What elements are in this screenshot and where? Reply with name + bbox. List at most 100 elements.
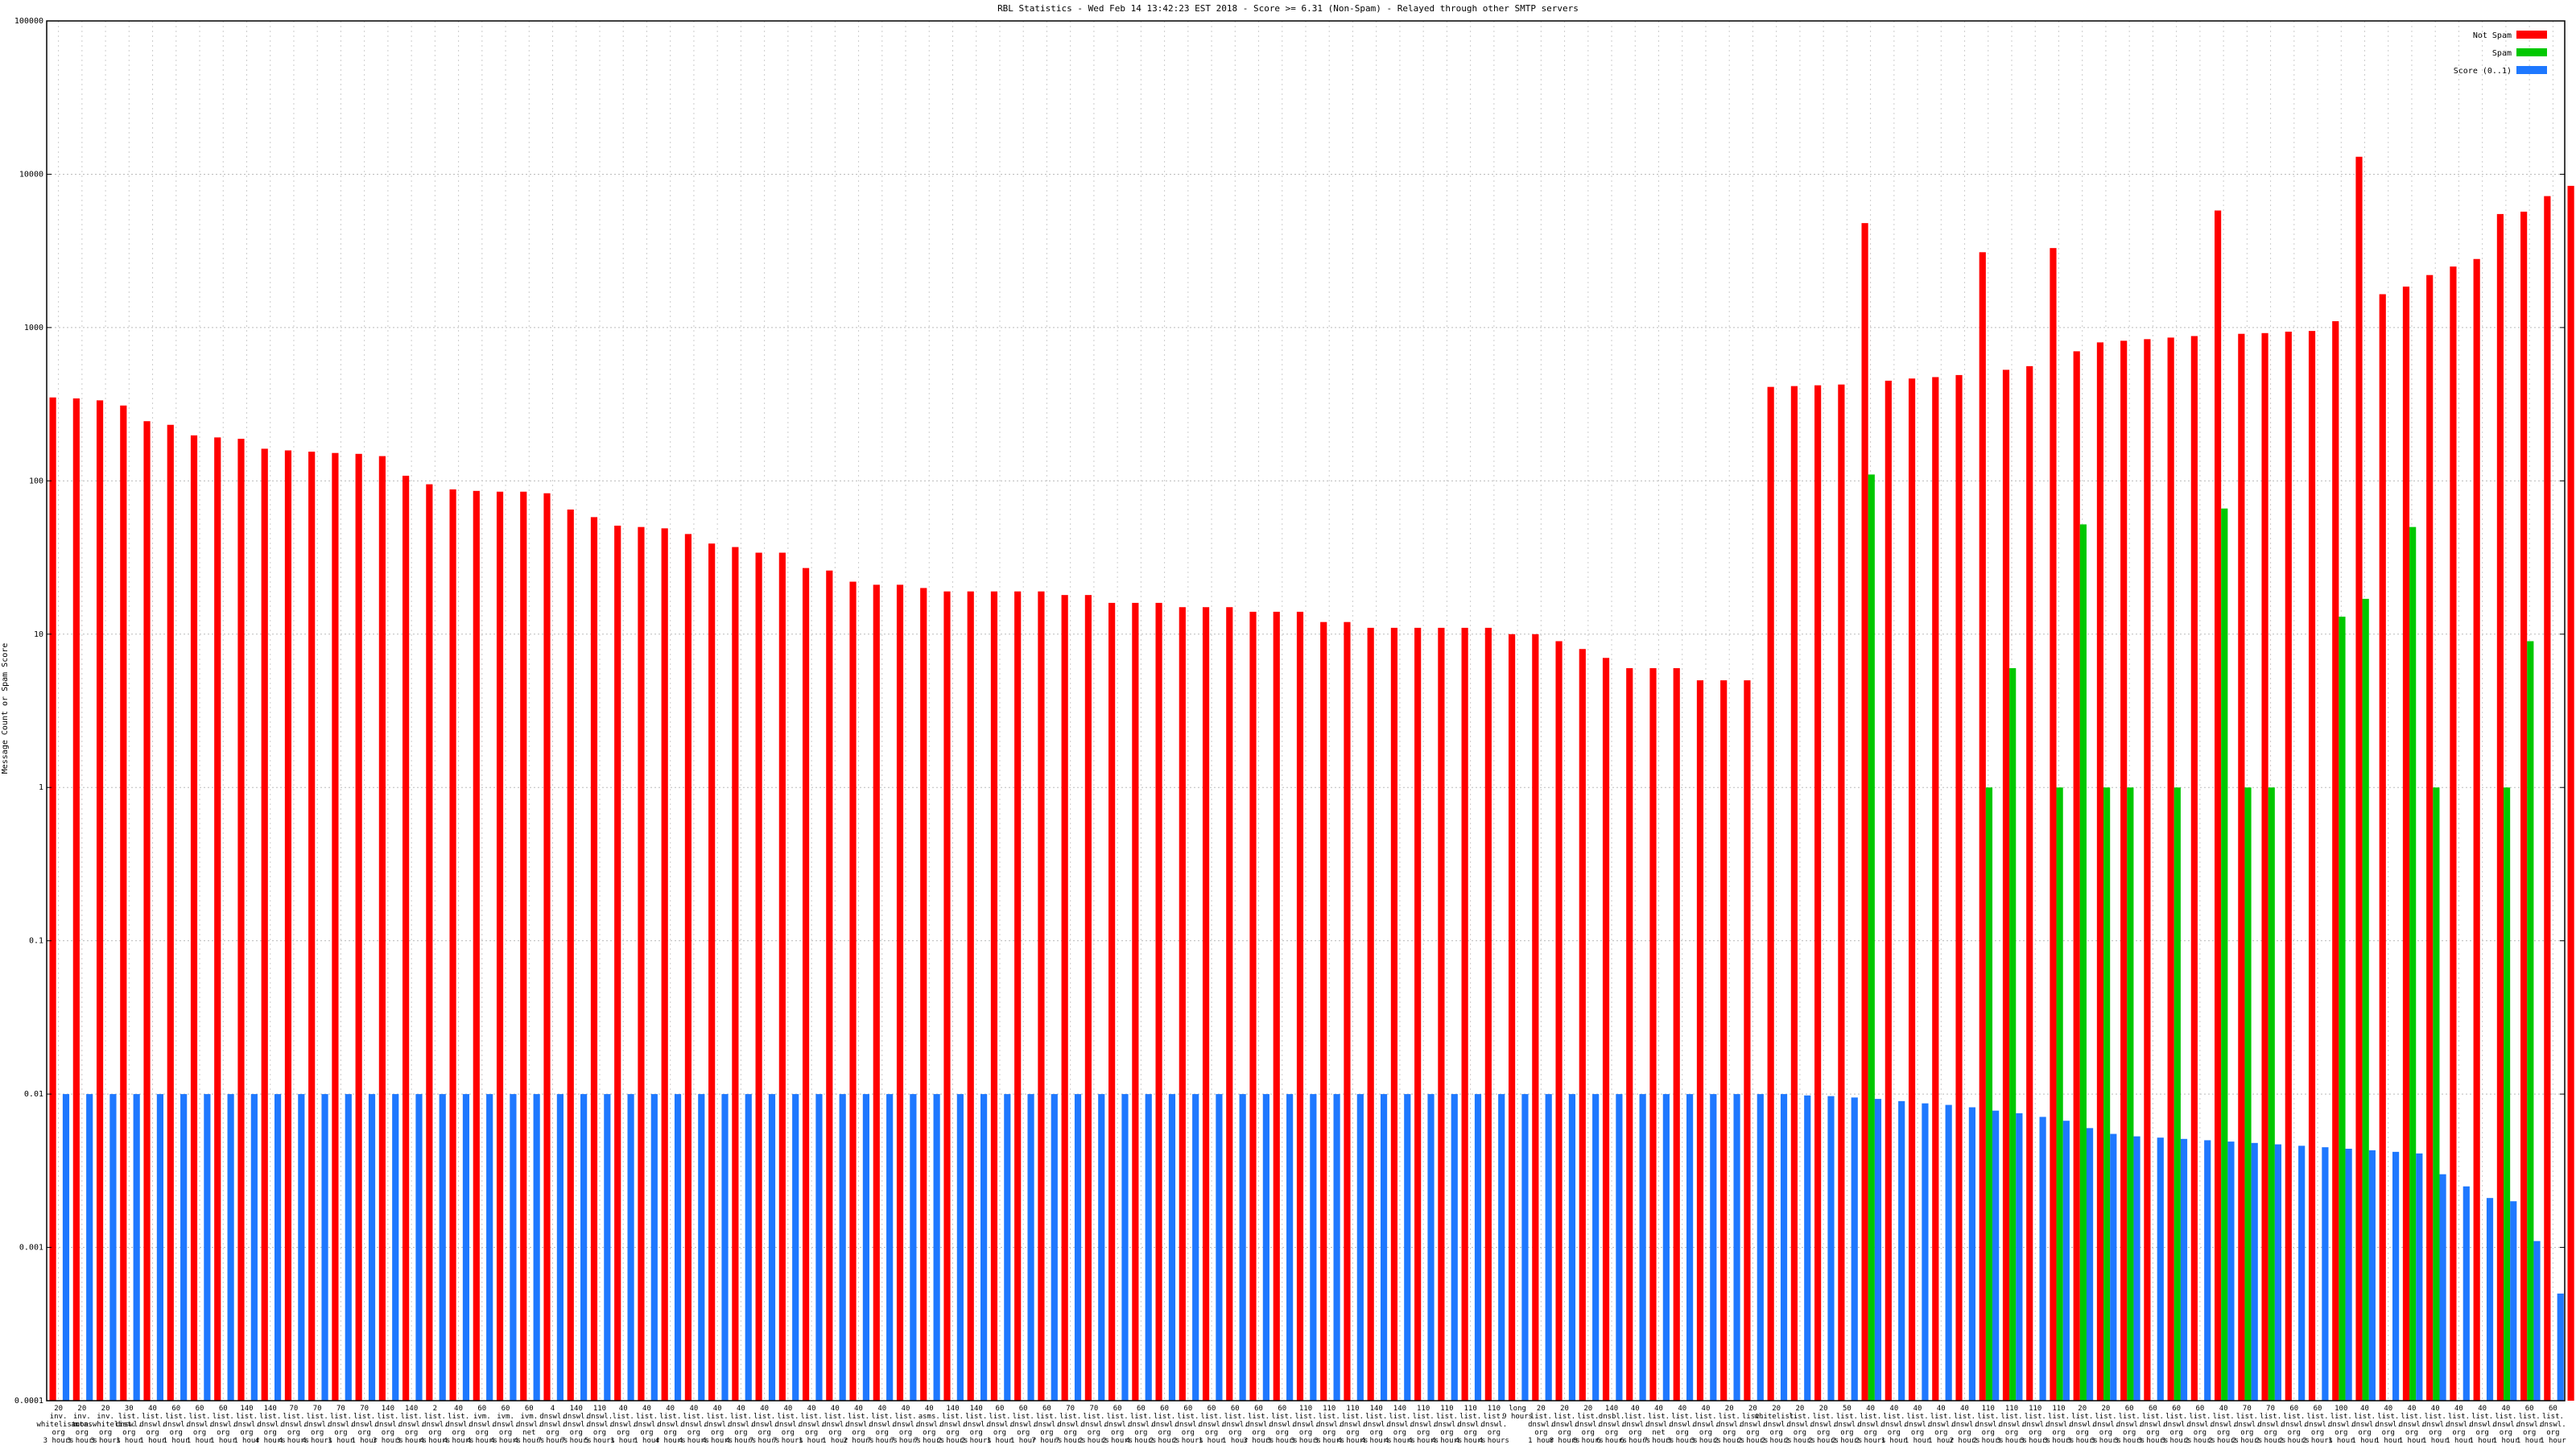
x-category-label-line: list.: [1742, 1413, 1764, 1421]
not-spam-bar: [826, 570, 833, 1401]
x-category-label-line: dnswl.: [1434, 1421, 1460, 1429]
x-category-label-line: org: [2099, 1429, 2112, 1437]
x-category-label-line: 60: [996, 1405, 1005, 1413]
x-category-label: 60 list. dnswl. org 2 hours: [2302, 1405, 2333, 1445]
score-bar: [533, 1094, 540, 1401]
x-category-label-line: dnswl.: [704, 1421, 731, 1429]
x-category-label-line: 60: [1113, 1405, 1122, 1413]
x-category-label-line: org: [1934, 1429, 1947, 1437]
x-category-label-line: 1 hour: [351, 1437, 378, 1445]
x-category-label-line: 4: [551, 1405, 555, 1413]
x-category-label-line: ivm.: [497, 1413, 514, 1421]
x-category-label-line: dnswl.: [1528, 1421, 1554, 1429]
x-category-label-line: 2 hours: [1173, 1437, 1203, 1445]
not-spam-bar: [449, 489, 456, 1402]
not-spam-bar: [2332, 321, 2339, 1401]
score-bar: [1568, 1094, 1576, 1401]
x-category-label: 40 list. dnswl. org 1 hour: [1928, 1405, 1955, 1445]
x-category-label-line: 3 hours: [373, 1437, 403, 1445]
x-category-label-line: org: [899, 1429, 912, 1437]
not-spam-bar: [1038, 591, 1045, 1401]
x-category-label-line: 40: [619, 1405, 628, 1413]
x-category-label-line: list.: [2377, 1413, 2399, 1421]
score-bar: [1380, 1094, 1388, 1401]
x-category-label-line: list.: [1554, 1413, 1575, 1421]
x-category-label-line: 110: [1417, 1405, 1430, 1413]
not-spam-bar: [402, 475, 410, 1401]
x-category-label-line: 4 hours: [1361, 1437, 1392, 1445]
x-category-label-line: 2 hours: [2302, 1437, 2333, 1445]
x-category-label-line: org: [1040, 1429, 1053, 1437]
score-bar: [1851, 1097, 1858, 1401]
score-bar: [1757, 1094, 1764, 1401]
spam-bar: [1868, 474, 1875, 1402]
x-category-label-line: 40: [1960, 1405, 1969, 1413]
not-spam-bar: [520, 491, 527, 1401]
x-category-label-line: org: [1723, 1429, 1736, 1437]
x-category-label-line: list.: [1013, 1413, 1034, 1421]
score-bar: [250, 1094, 258, 1401]
y-tick-label: 100: [29, 477, 43, 485]
x-category-label-line: list.: [2142, 1413, 2164, 1421]
x-category-label-line: 70: [313, 1405, 322, 1413]
x-category-label-line: 2 hours: [1102, 1437, 1133, 1445]
legend-swatch: [2516, 66, 2547, 74]
x-category-label-line: org: [1064, 1429, 1077, 1437]
x-category-label-line: org: [99, 1429, 112, 1437]
x-category-label: 110 list. dnswl. org 4 hours: [1479, 1405, 1509, 1445]
x-category-label-line: 60: [2172, 1405, 2181, 1413]
score-bar: [2110, 1133, 2117, 1401]
x-category-label-line: 20: [2078, 1405, 2087, 1413]
x-category-label-line: org: [1911, 1429, 1924, 1437]
not-spam-bar: [261, 448, 268, 1402]
not-spam-bar: [1767, 386, 1774, 1401]
score-bar: [2557, 1293, 2564, 1401]
score-bar: [2416, 1153, 2423, 1401]
x-category-label-line: 60: [1278, 1405, 1286, 1413]
x-category-label-line: 1 hour: [2493, 1437, 2520, 1445]
not-spam-bar: [1814, 385, 1822, 1401]
x-category-label-line: org: [2429, 1429, 2442, 1437]
x-category-label-line: 40: [1654, 1405, 1663, 1413]
x-category-label-line: dnswl.: [1881, 1421, 1908, 1429]
x-category-label-line: org: [2452, 1429, 2465, 1437]
x-category-label-line: dnswl.: [2140, 1421, 2166, 1429]
x-category-label: 40 list. dnswl. org 1 hour: [2399, 1405, 2425, 1445]
not-spam-bar: [49, 397, 56, 1402]
x-category-label-line: 2 hours: [1950, 1437, 1980, 1445]
not-spam-bar: [1320, 621, 1327, 1401]
x-category-label-line: 3 hours: [1667, 1437, 1698, 1445]
x-category-label-line: org: [2382, 1429, 2395, 1437]
spam-bar: [2409, 526, 2417, 1402]
score-bar: [1333, 1094, 1340, 1401]
y-axis-label: Message Count or Spam Score: [1, 643, 10, 774]
x-category-label-line: dnswl.: [2069, 1421, 2095, 1429]
x-category-label-line: dnswl.: [939, 1421, 966, 1429]
score-bar: [1404, 1094, 1411, 1401]
x-category-label-line: 2 hours: [1150, 1437, 1180, 1445]
x-category-label-line: 1 hour: [1010, 1437, 1037, 1445]
not-spam-bar: [2026, 365, 2033, 1402]
x-category-label-line: 7 hours: [773, 1437, 803, 1445]
x-category-label-line: 4 hours: [679, 1437, 709, 1445]
x-category-label-line: 70: [336, 1405, 345, 1413]
x-category-label-line: dnswl.: [2540, 1421, 2566, 1429]
not-spam-bar: [1132, 602, 1139, 1401]
x-category-label-line: 4 hours: [655, 1437, 686, 1445]
x-category-label-line: 60: [1231, 1405, 1240, 1413]
not-spam-bar: [1649, 668, 1657, 1401]
x-category-label-line: org: [2005, 1429, 2018, 1437]
x-category-label: 2 list. dnswl. org 4 hours: [419, 1405, 450, 1445]
x-category-label-line: 60: [171, 1405, 180, 1413]
score-bar: [1356, 1094, 1364, 1401]
x-category-label-line: 20: [101, 1405, 110, 1413]
x-category-label-line: org: [358, 1429, 371, 1437]
x-category-label-line: dnswl.: [2257, 1421, 2284, 1429]
x-category-label-line: list.: [1624, 1413, 1646, 1421]
x-category-label: 60 ivm. dnswl. org 4 hours: [467, 1405, 497, 1445]
score-bar: [510, 1094, 517, 1401]
not-spam-bar: [2496, 213, 2504, 1401]
score-bar: [1545, 1094, 1552, 1401]
x-category-label: 60 list. dnswl. org 7 hours: [1031, 1405, 1062, 1445]
x-category-label-line: org: [1323, 1429, 1335, 1437]
